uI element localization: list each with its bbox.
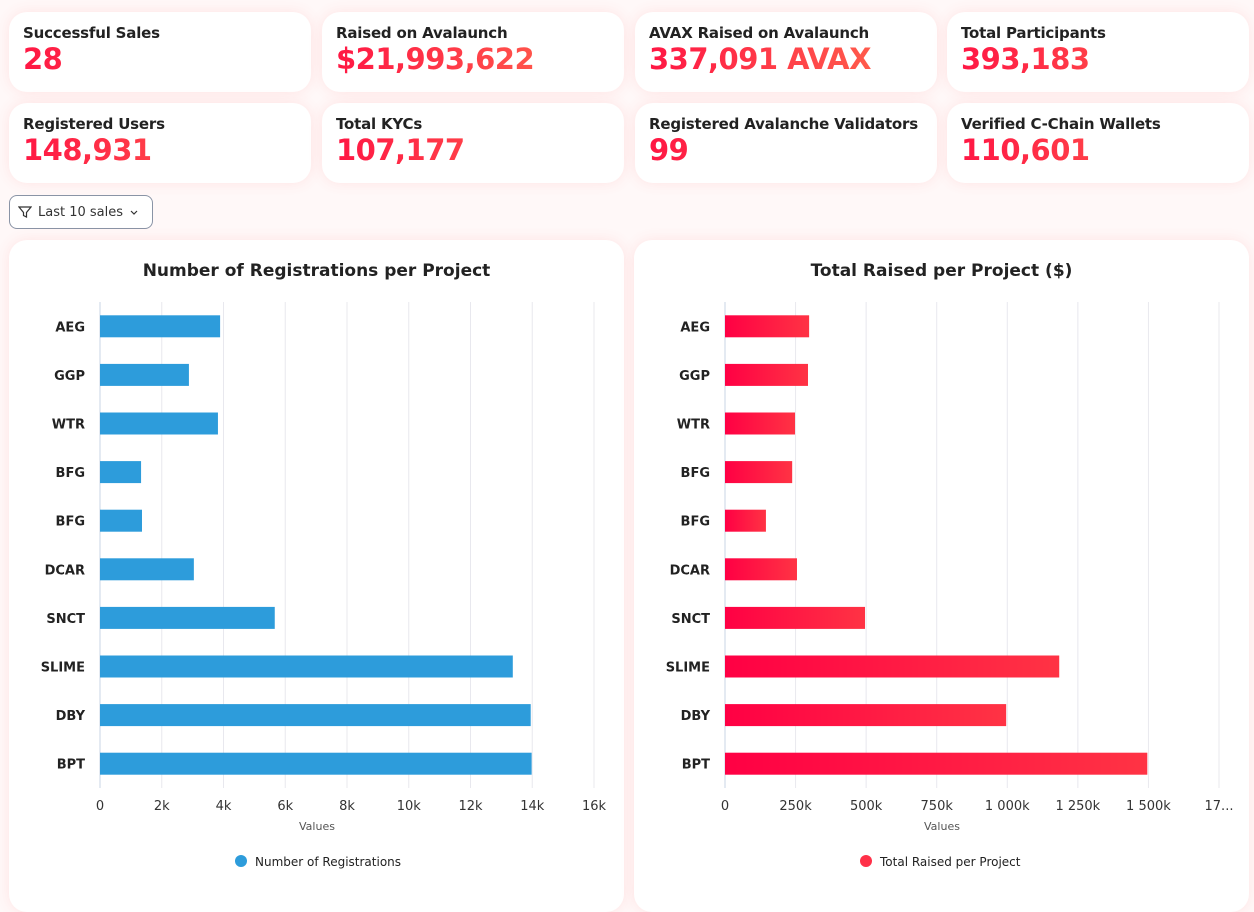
y-category-label: BFG [681,515,710,530]
chart-title: Total Raised per Project ($) [810,261,1073,281]
stat-value: 110,601 [961,133,1235,167]
stat-value: 393,183 [961,42,1235,76]
x-tick-label: 10k [397,799,422,814]
stat-value: 107,177 [336,133,610,167]
x-tick-label: 750k [921,799,954,814]
y-category-label: DBY [681,709,711,724]
y-category-label: SLIME [666,661,710,676]
bar [725,606,866,629]
stat-value: $21,993,622 [336,42,610,76]
stat-card: Verified C-Chain Wallets 110,601 [947,103,1249,183]
bar [100,655,513,678]
stat-label: Successful Sales [23,24,160,42]
stat-value: 148,931 [23,133,297,167]
y-category-label: SLIME [41,661,85,676]
stat-label: Total Participants [961,24,1106,42]
stat-label: Verified C-Chain Wallets [961,115,1161,133]
stat-label: Registered Avalanche Validators [649,115,918,133]
stat-label: Raised on Avalaunch [336,24,508,42]
stat-card: Total KYCs 107,177 [322,103,624,183]
stat-value: 28 [23,42,297,76]
x-tick-label: 14k [520,799,545,814]
stat-value: 99 [649,133,923,167]
x-tick-label: 1 000k [985,799,1030,814]
x-tick-label: 16k [582,799,607,814]
bar [100,315,221,338]
bar [725,412,796,435]
registrations-chart-panel: Number of Registrations per Project 0 2k 4… [9,240,624,912]
stat-card: AVAX Raised on Avalaunch 337,091 AVAX [635,12,937,92]
x-tick-label: 0 [96,799,104,814]
raised-chart-panel: Total Raised per Project ($) 0 250k 500k 75… [634,240,1249,912]
stat-label: Registered Users [23,115,165,133]
y-category-label: BPT [57,758,85,773]
y-category-label: WTR [677,418,710,433]
bar [100,558,194,581]
y-category-label: BFG [56,515,85,530]
stat-card: Successful Sales 28 [9,12,311,92]
y-category-label: DCAR [670,563,710,578]
y-category-label: AEG [55,320,85,335]
bar [100,363,189,386]
bar [725,704,1007,727]
x-tick-label: 4k [216,799,232,814]
x-tick-label: 0 [721,799,729,814]
bar [100,509,142,532]
x-tick-label: 250k [779,799,812,814]
bar [725,509,766,532]
x-tick-label: 1 500k [1126,799,1171,814]
bar [725,315,810,338]
legend-marker [235,855,247,867]
sales-filter-dropdown[interactable]: Last 10 sales [9,195,153,229]
stat-card: Total Participants 393,183 [947,12,1249,92]
chart-title: Number of Registrations per Project [142,261,491,281]
x-tick-label: 2k [154,799,170,814]
bar [725,655,1060,678]
x-tick-label: 6k [277,799,293,814]
bar [725,461,793,484]
y-category-label: BPT [682,758,710,773]
bar [100,704,531,727]
bar [100,412,218,435]
y-category-label: DCAR [45,563,85,578]
bar [725,363,808,386]
x-tick-label: 12k [458,799,483,814]
x-axis-label: Values [299,820,335,833]
y-category-label: BFG [681,466,710,481]
filter-icon [18,206,32,218]
stat-card: Raised on Avalaunch $21,993,622 [322,12,624,92]
y-category-label: AEG [680,320,710,335]
y-category-label: GGP [679,369,710,384]
y-category-label: SNCT [671,612,710,627]
y-category-label: DBY [56,709,86,724]
bar [100,461,142,484]
bar [100,606,275,629]
filter-label: Last 10 sales [38,204,124,220]
bar [100,752,532,775]
y-category-label: SNCT [46,612,85,627]
bar [725,752,1148,775]
stat-card: Registered Avalanche Validators 99 [635,103,937,183]
legend-marker [860,855,872,867]
x-tick-label: 8k [339,799,355,814]
stat-label: AVAX Raised on Avalaunch [649,24,870,42]
stat-label: Total KYCs [336,115,423,133]
y-category-label: GGP [54,369,85,384]
y-category-label: BFG [56,466,85,481]
stat-value: 337,091 AVAX [649,42,923,76]
x-axis-label: Values [924,820,960,833]
registrations-chart: 0 2k 4k 6k 8k 10k 12k 14k 16k AEG GGP WTR BFG BFG DCAR… [41,302,607,869]
x-tick-label: 500k [850,799,883,814]
x-tick-label: 1 250k [1055,799,1100,814]
y-category-label: WTR [52,418,85,433]
x-tick-label: 17... [1205,799,1234,814]
stat-card: Registered Users 148,931 [9,103,311,183]
chevron-down-icon [130,210,138,215]
legend-label: Total Raised per Project [879,855,1021,869]
bar [725,558,797,581]
raised-chart: 0 250k 500k 750k 1 000k 1 250k 1 500k 17... AEG G… [666,302,1234,869]
legend-label: Number of Registrations [255,855,401,869]
